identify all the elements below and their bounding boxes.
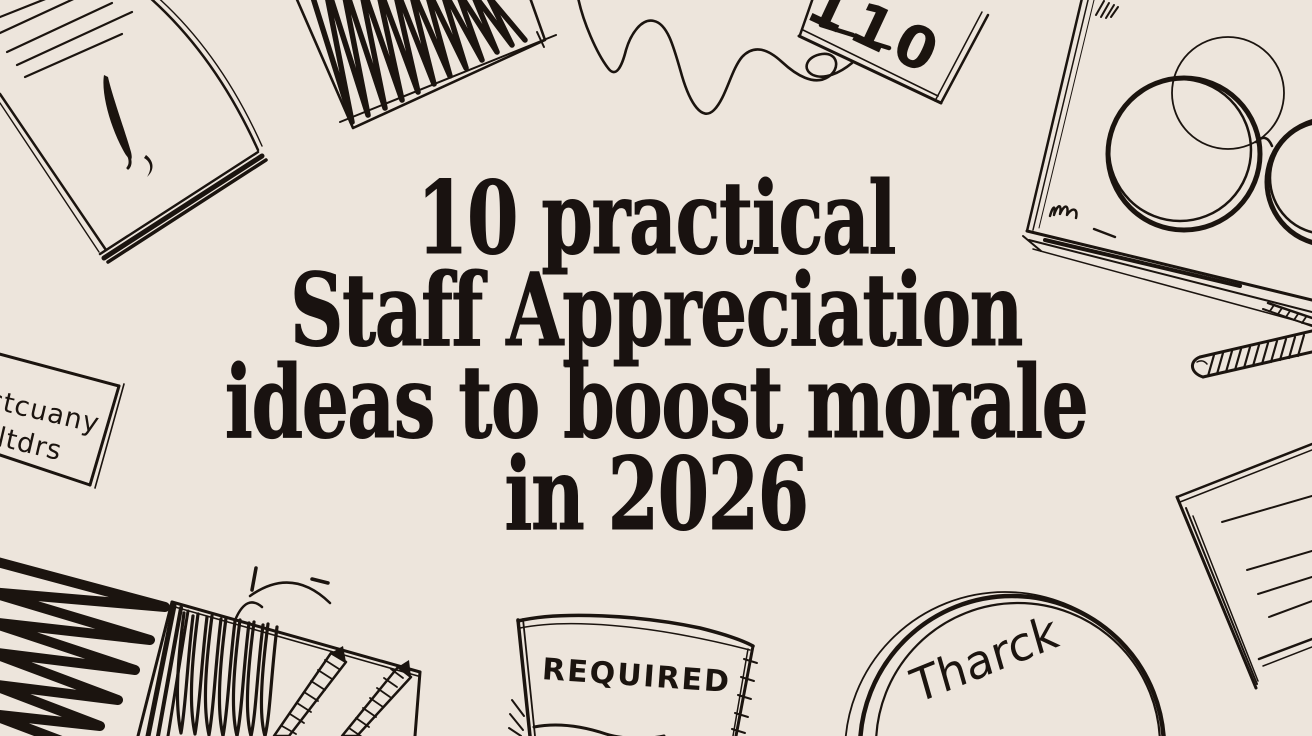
flag-doodle: [508, 613, 758, 736]
sticky-note-doodle: [0, 352, 125, 489]
notebook-doodle: [136, 566, 422, 736]
squiggle-doodle: [577, 0, 854, 115]
lined-paper-doodle: [0, 0, 268, 264]
title-line: ideas to boost morale: [224, 343, 1089, 461]
ruled-paper-doodle: [1175, 442, 1312, 690]
page-title: 10 practical Staff Appreciation ideas to…: [171, 159, 1142, 553]
number-card-doodle: [797, 0, 990, 105]
pen-doodle: [1191, 301, 1312, 379]
title-line: 10 practical: [416, 159, 897, 277]
corner-scribble-doodle: [0, 557, 170, 736]
glasses-doodle: [1105, 36, 1312, 245]
stamp-circle-doodle: [844, 591, 1166, 736]
paper-stack-doodle: [1022, 0, 1312, 326]
title-line: Staff Appreciation: [290, 251, 1024, 369]
scribble-square-doodle: [295, 0, 557, 130]
title-line: in 2026: [504, 435, 809, 553]
